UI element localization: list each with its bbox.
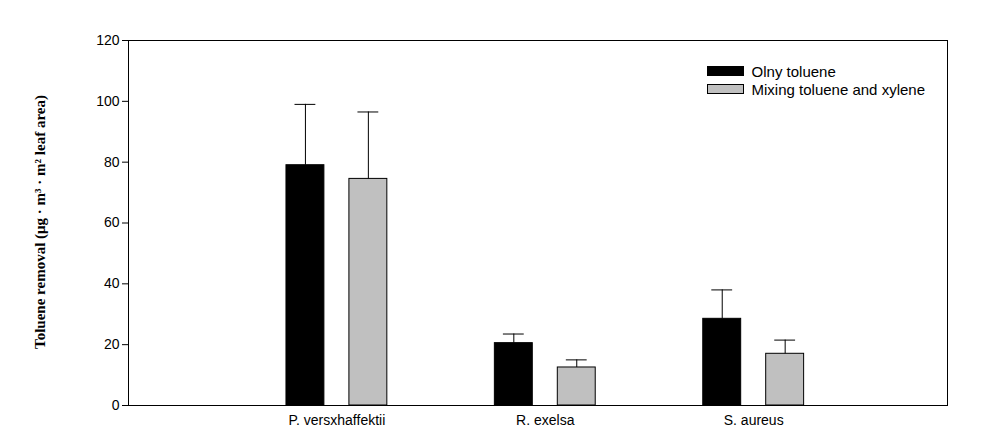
svg-text:20: 20 (104, 336, 120, 352)
svg-text:S. aureus: S. aureus (724, 412, 784, 428)
svg-text:0: 0 (112, 397, 120, 413)
svg-text:40: 40 (104, 275, 120, 291)
svg-text:P. versxhaffektii: P. versxhaffektii (289, 412, 386, 428)
svg-text:100: 100 (96, 93, 120, 109)
svg-text:80: 80 (104, 154, 120, 170)
svg-text:120: 120 (96, 32, 120, 48)
svg-text:R. exelsa: R. exelsa (516, 412, 575, 428)
html-text:Olny toluene: Olny toluene (751, 62, 836, 80)
html-text:Mixing toluene and xylene: Mixing toluene and xylene (751, 80, 925, 98)
html-text:Toluene removal (μg · m³ · m²: Toluene removal (μg · m³ · m² leaf area) (31, 95, 48, 349)
svg-text:60: 60 (104, 214, 120, 230)
